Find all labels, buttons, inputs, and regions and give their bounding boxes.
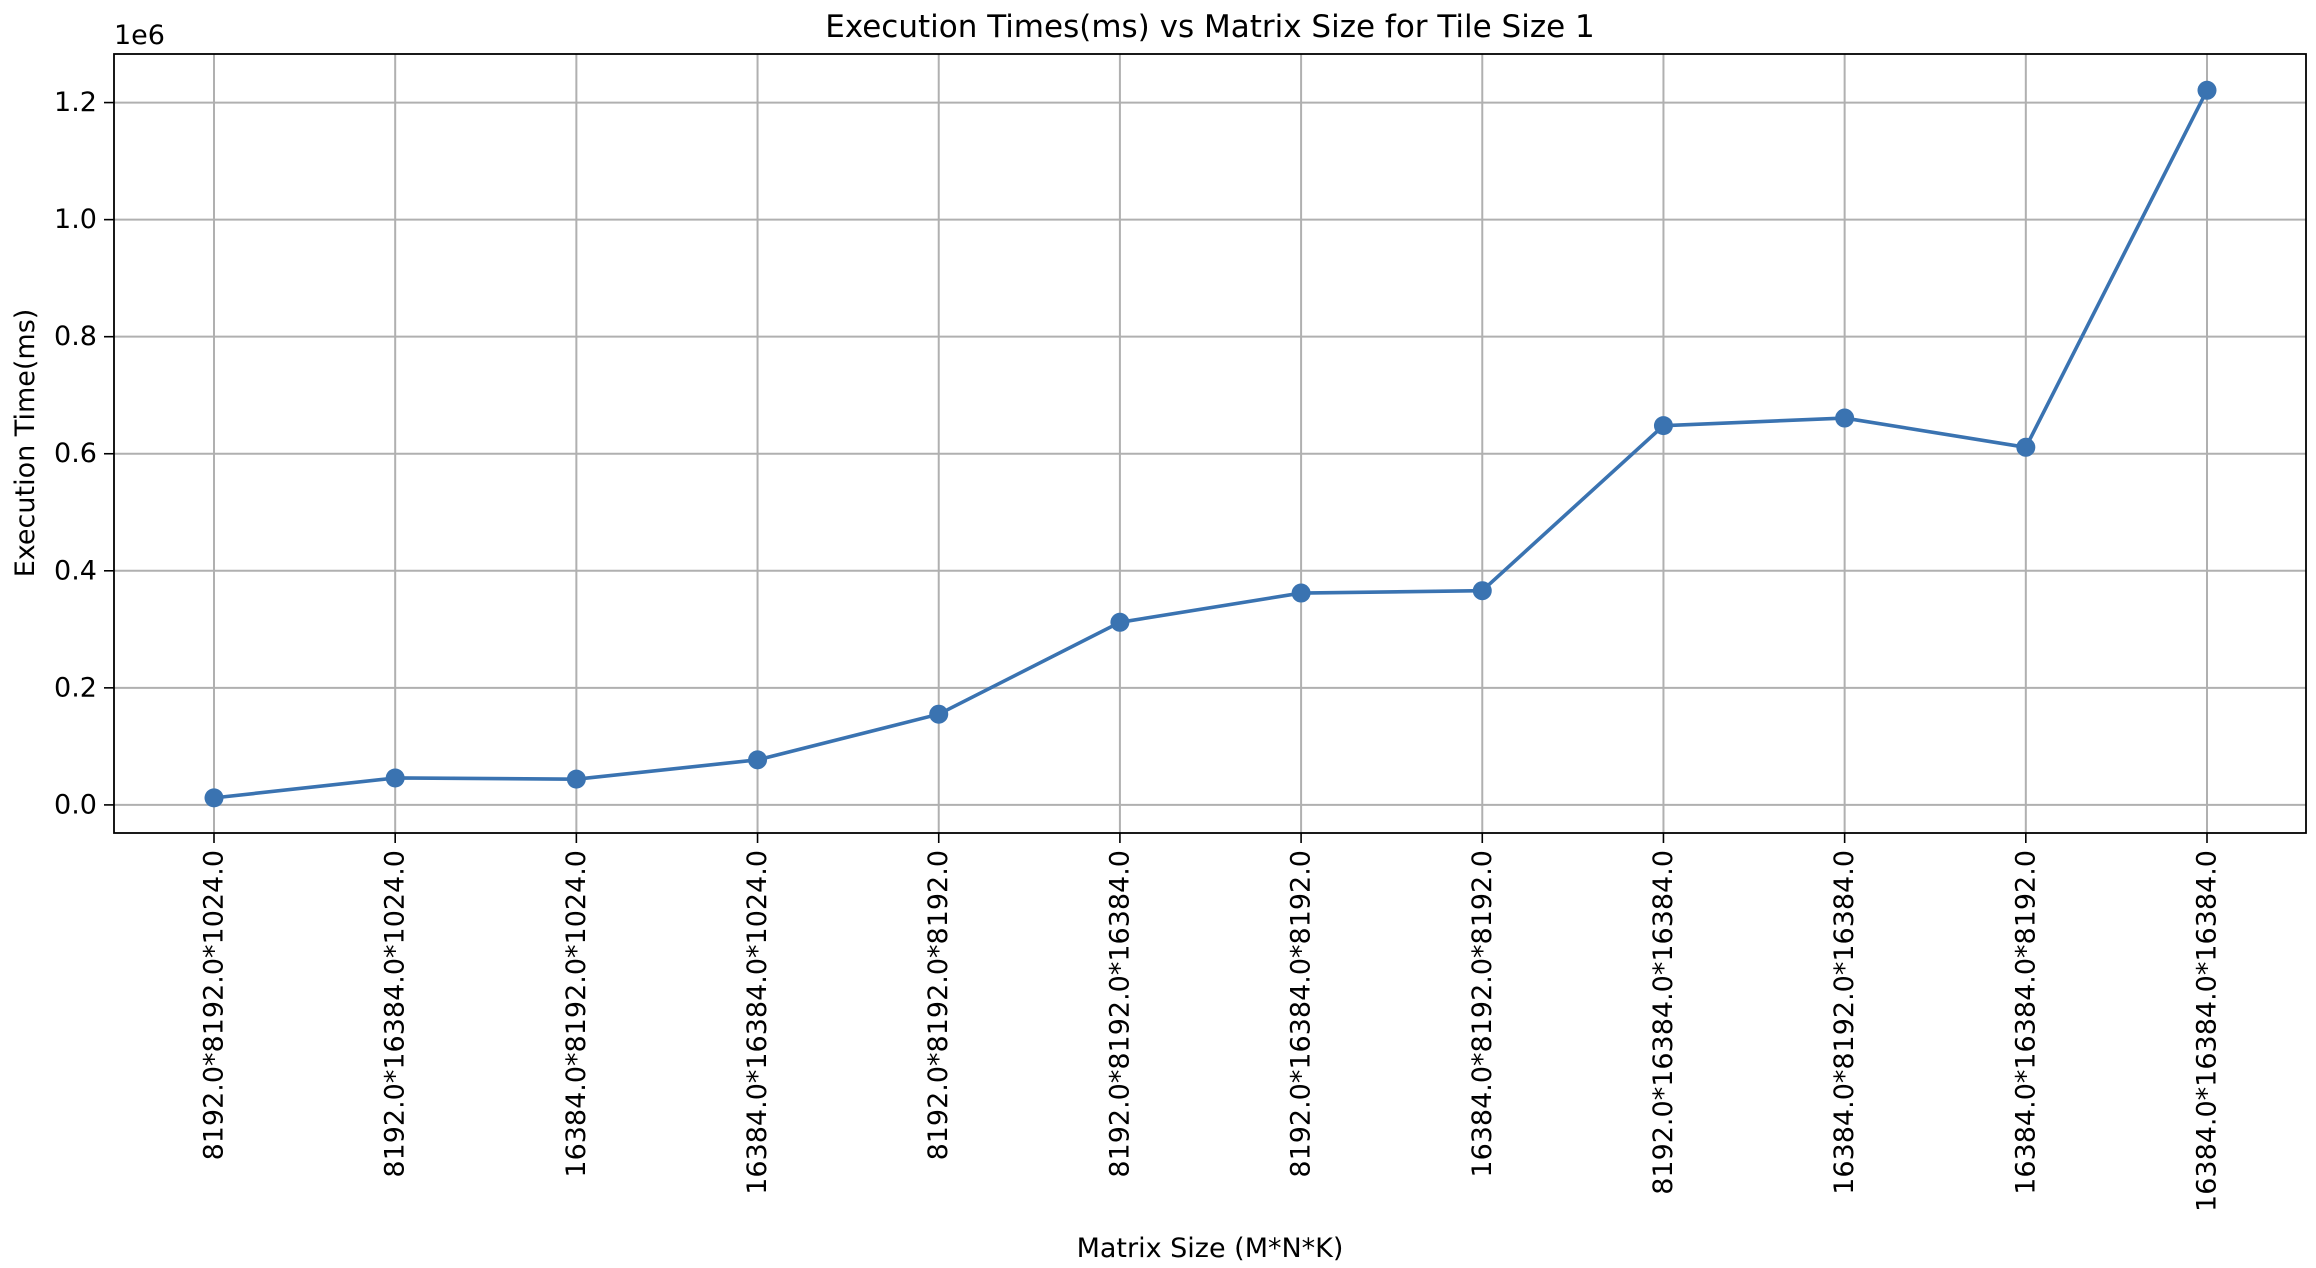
- y-tick-label: 0.2: [54, 672, 97, 703]
- y-axis-offset-label: 1e6: [114, 20, 165, 51]
- x-tick-label: 16384.0*16384.0*1024.0: [742, 850, 773, 1195]
- data-point-marker: [1472, 581, 1492, 601]
- data-series: [204, 80, 2217, 808]
- x-tick-label: 8192.0*16384.0*1024.0: [380, 850, 411, 1178]
- data-point-marker: [1110, 612, 1130, 632]
- x-tick-label: 16384.0*8192.0*16384.0: [1829, 850, 1860, 1195]
- x-tick-label: 8192.0*16384.0*8192.0: [1286, 850, 1317, 1178]
- x-tick-label: 8192.0*16384.0*16384.0: [1648, 850, 1679, 1195]
- y-tick-label: 1.2: [54, 87, 97, 118]
- x-tick-label: 8192.0*8192.0*16384.0: [1104, 850, 1135, 1178]
- data-point-marker: [2016, 437, 2036, 457]
- y-tick-label: 0.6: [54, 438, 97, 469]
- data-point-marker: [929, 704, 949, 724]
- axis-ticks: 8192.0*8192.0*1024.0 8192.0*16384.0*1024.…: [54, 87, 2222, 1212]
- x-tick-label: 16384.0*16384.0*16384.0: [2192, 850, 2223, 1212]
- data-point-marker: [748, 750, 768, 770]
- data-point-marker: [1653, 416, 1673, 436]
- x-tick-label: 8192.0*8192.0*1024.0: [199, 850, 230, 1160]
- y-tick-label: 1.0: [54, 204, 97, 235]
- data-point-marker: [1291, 583, 1311, 603]
- data-point-marker: [2197, 80, 2217, 100]
- x-tick-label: 16384.0*8192.0*1024.0: [561, 850, 592, 1178]
- data-point-marker: [566, 769, 586, 789]
- chart-title: Execution Times(ms) vs Matrix Size for T…: [825, 9, 1595, 45]
- x-tick-label: 16384.0*8192.0*8192.0: [1467, 850, 1498, 1178]
- plot-frame: [113, 53, 2307, 834]
- y-tick-label: 0.8: [54, 321, 97, 352]
- series-line: [212, 88, 2209, 800]
- y-tick-label: 0.0: [54, 789, 97, 820]
- data-point-marker: [204, 788, 224, 808]
- data-point-marker: [1835, 408, 1855, 428]
- x-tick-label: 16384.0*16384.0*8192.0: [2010, 850, 2041, 1195]
- y-axis-label: Execution Time(ms): [10, 309, 41, 578]
- x-tick-label: 8192.0*8192.0*8192.0: [923, 850, 954, 1160]
- data-point-marker: [385, 768, 405, 788]
- x-axis-label: Matrix Size (M*N*K): [1077, 1233, 1344, 1264]
- y-tick-label: 0.4: [54, 555, 97, 586]
- grid: [114, 54, 2306, 833]
